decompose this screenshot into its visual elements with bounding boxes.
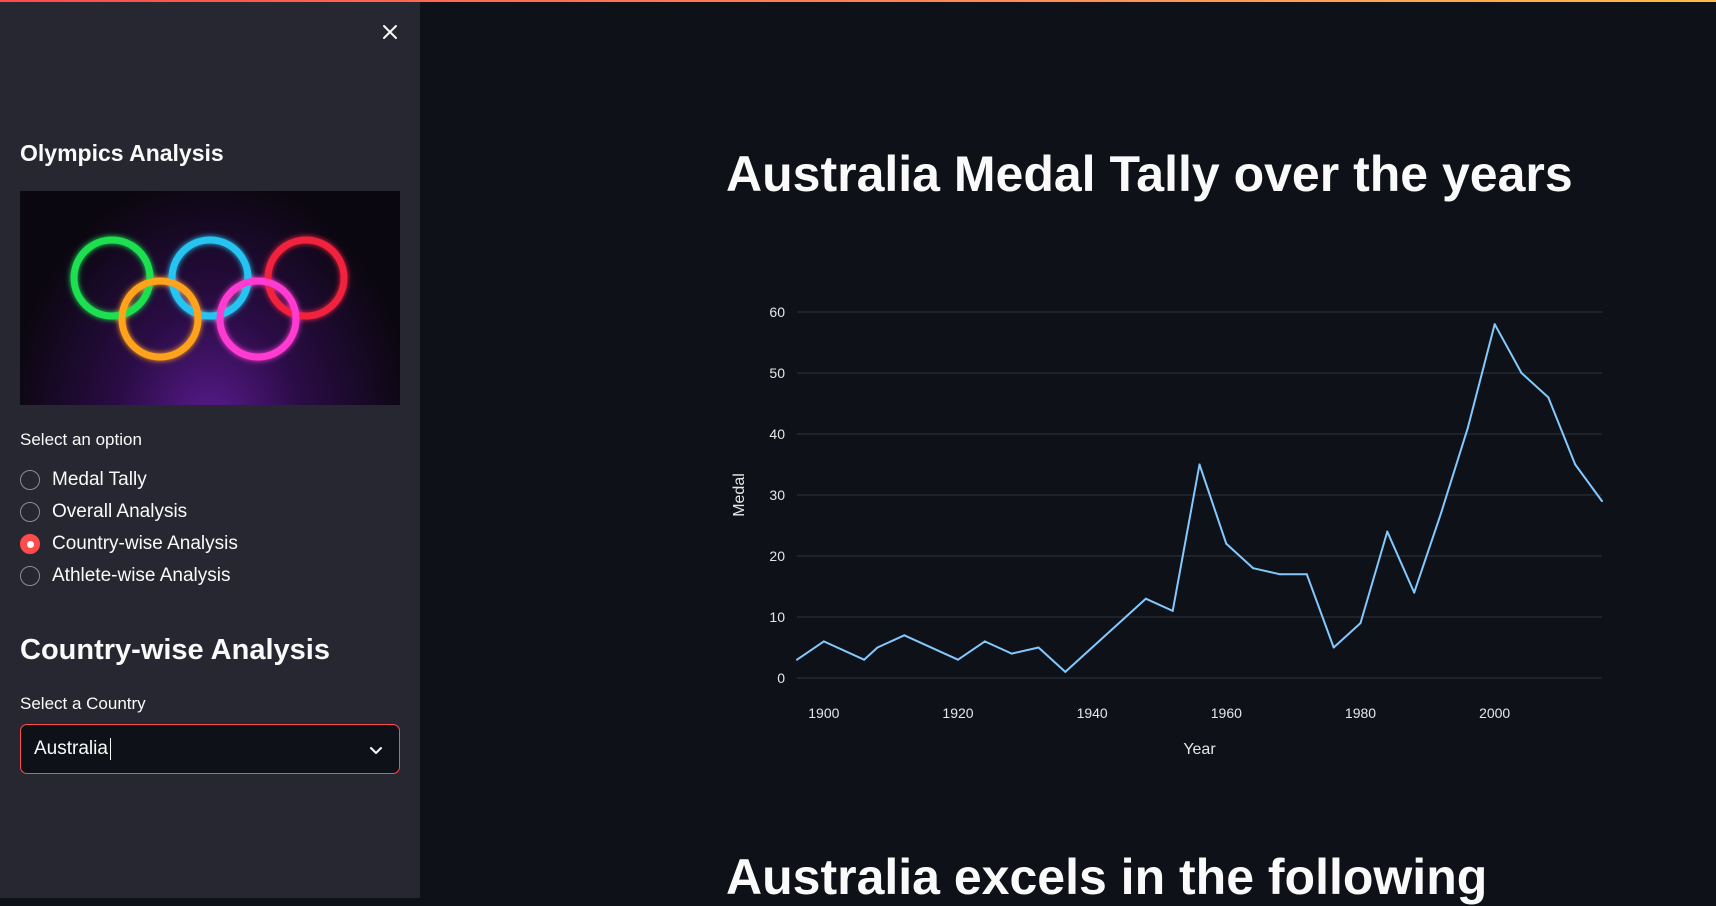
y-tick-label: 20 <box>769 548 785 564</box>
radio-option-athlete-wise-analysis[interactable]: Athlete-wise Analysis <box>20 560 238 592</box>
data-point <box>1225 542 1228 545</box>
data-point <box>876 646 879 649</box>
data-point <box>1198 463 1201 466</box>
y-tick-label: 10 <box>769 609 785 625</box>
x-tick-label: 1900 <box>808 705 839 721</box>
country-select[interactable]: Australia <box>20 724 400 774</box>
text-cursor <box>109 738 111 760</box>
x-tick-label: 1920 <box>942 705 973 721</box>
x-tick-label: 1980 <box>1345 705 1376 721</box>
radio-option-label: Medal Tally <box>52 469 147 490</box>
radio-group-label: Select an option <box>20 430 142 449</box>
radio-button[interactable] <box>20 502 40 522</box>
data-point <box>822 640 825 643</box>
section-heading: Country-wise Analysis <box>20 634 330 666</box>
close-icon <box>383 25 397 39</box>
radio-button-selected[interactable] <box>20 534 40 554</box>
top-decoration-bar <box>0 0 1716 2</box>
option-radio-group: Medal Tally Overall Analysis Country-wis… <box>20 464 238 592</box>
sidebar-title: Olympics Analysis <box>20 140 224 166</box>
radio-option-label: Overall Analysis <box>52 501 188 522</box>
data-point <box>1466 426 1469 429</box>
data-point <box>1252 567 1255 570</box>
data-point <box>1493 323 1496 326</box>
y-axis-label: Medal <box>731 473 748 517</box>
data-point <box>1305 573 1308 576</box>
section-subtitle: Australia excels in the following <box>726 849 1488 905</box>
radio-option-medal-tally[interactable]: Medal Tally <box>20 464 238 496</box>
sidebar: Olympics Analysis Select an option Medal… <box>0 0 420 898</box>
x-tick-label: 1960 <box>1211 705 1242 721</box>
radio-button[interactable] <box>20 470 40 490</box>
radio-option-overall-analysis[interactable]: Overall Analysis <box>20 496 238 528</box>
data-point <box>1601 500 1603 503</box>
data-point <box>1064 670 1067 673</box>
data-point <box>1037 646 1040 649</box>
data-point <box>863 658 866 661</box>
radio-option-label: Country-wise Analysis <box>52 533 238 554</box>
data-point <box>1171 609 1174 612</box>
chevron-down-icon[interactable] <box>367 741 385 759</box>
data-point <box>1010 652 1013 655</box>
medal-series-line <box>796 323 1603 673</box>
data-point <box>1574 463 1577 466</box>
x-axis-label: Year <box>1183 741 1216 758</box>
y-tick-label: 0 <box>777 670 785 686</box>
data-point <box>903 634 906 637</box>
close-sidebar-button[interactable] <box>376 18 404 46</box>
data-point <box>796 658 798 661</box>
x-tick-label: 2000 <box>1479 705 1510 721</box>
radio-button[interactable] <box>20 566 40 586</box>
data-point <box>957 658 959 661</box>
page-title: Australia Medal Tally over the years <box>726 146 1573 202</box>
data-point <box>1520 372 1523 374</box>
radio-option-country-wise-analysis[interactable]: Country-wise Analysis <box>20 528 238 560</box>
y-tick-label: 30 <box>769 487 785 503</box>
data-point <box>1547 396 1550 399</box>
y-tick-label: 60 <box>769 304 785 320</box>
radio-option-label: Athlete-wise Analysis <box>52 565 231 586</box>
data-point <box>1359 622 1362 625</box>
country-select-label: Select a Country <box>20 694 146 713</box>
olympic-rings-image <box>20 191 400 405</box>
data-point <box>1144 597 1147 600</box>
medal-line-chart: 0 10 20 30 40 50 60 1900 1920 1940 1960 1980 2000 Yea… <box>731 304 1603 758</box>
data-point <box>1440 512 1442 515</box>
data-point <box>983 640 986 643</box>
data-point <box>1332 646 1335 649</box>
data-point <box>1413 591 1416 594</box>
x-tick-label: 1940 <box>1077 705 1108 721</box>
y-tick-label: 50 <box>769 365 785 381</box>
country-select-value: Australia <box>34 738 108 759</box>
data-point <box>1386 530 1389 533</box>
data-point <box>1279 573 1281 576</box>
y-tick-label: 40 <box>769 426 785 442</box>
